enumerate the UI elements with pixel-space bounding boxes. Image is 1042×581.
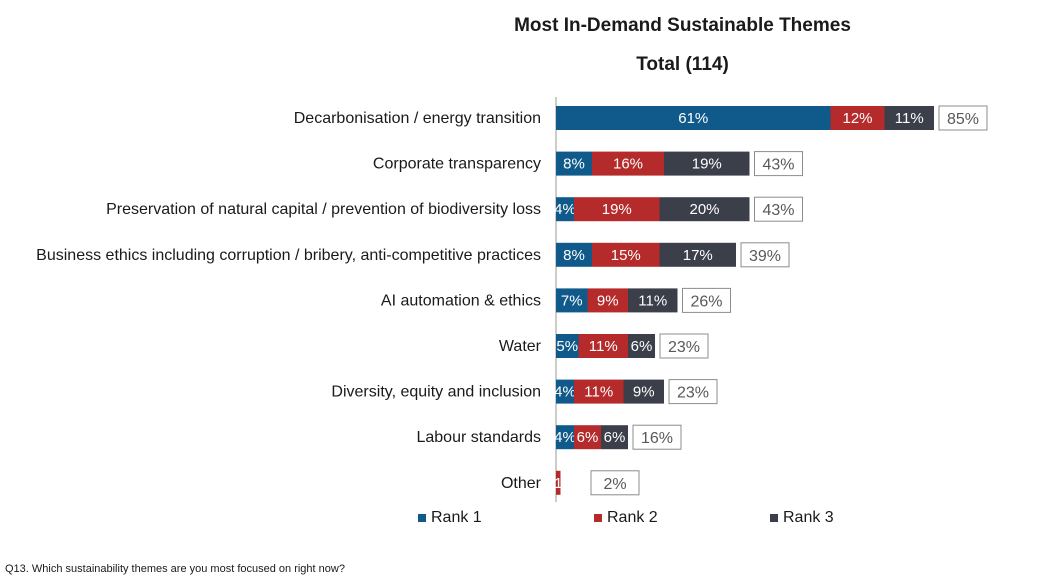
total-label: 23% [677, 385, 709, 402]
data-label-rank-1: 61% [678, 110, 708, 127]
bar-segment-rank-1 [556, 106, 831, 130]
bar-segment-rank-2 [592, 242, 660, 267]
data-label-rank-2: 6% [577, 429, 599, 446]
total-box [682, 287, 731, 313]
bar-segment-rank-2 [830, 106, 885, 130]
bar-segment-rank-3 [628, 334, 655, 358]
bar-segment-rank-2 [574, 197, 660, 222]
total-label: 39% [749, 248, 781, 265]
bar-segment-rank-3 [623, 379, 664, 404]
bar-segment-rank-2 [574, 379, 624, 404]
total-box [740, 242, 790, 268]
legend-label-rank-1: Rank 1 [431, 509, 482, 526]
data-label-rank-3: 6% [631, 338, 653, 355]
data-label-rank-1: 5% [556, 338, 578, 355]
legend-swatch-rank-2 [594, 514, 602, 522]
total-label: 85% [947, 111, 979, 128]
category-label: Corporate transparency [373, 156, 541, 173]
total-box [632, 424, 682, 450]
data-label-rank-2: 1 [554, 475, 562, 492]
data-label-rank-1: 8% [563, 247, 585, 264]
data-label-rank-2: 11% [584, 384, 613, 401]
bar-segment-rank-3 [601, 425, 628, 450]
legend-item-rank-2: Rank 2 [594, 509, 658, 527]
category-label: Water [499, 338, 542, 355]
chart-subtitle: Total (114) [636, 54, 729, 75]
total-label: 16% [641, 430, 673, 447]
data-label-rank-2: 15% [611, 247, 641, 264]
legend-item-rank-3: Rank 3 [770, 509, 834, 527]
data-label-rank-3: 6% [604, 429, 626, 446]
legend-label-rank-3: Rank 3 [783, 509, 834, 526]
bar-segment-rank-3 [659, 242, 736, 267]
bar-segment-rank-3 [659, 197, 750, 222]
bar-segment-rank-1 [556, 334, 579, 358]
bar-segment-rank-3 [628, 288, 678, 313]
data-label-rank-3: 20% [689, 201, 719, 218]
category-label: Labour standards [416, 429, 541, 446]
total-box [938, 105, 988, 131]
category-label: Decarbonisation / energy transition [294, 110, 541, 127]
data-label-rank-1: 4% [554, 429, 576, 446]
data-label-rank-3: 11% [638, 292, 667, 309]
chart-title: Most In-Demand Sustainable Themes [514, 15, 851, 36]
footnote: Q13. Which sustainability themes are you… [5, 563, 345, 575]
bar-segment-rank-1 [556, 288, 588, 313]
bar-segment-rank-1 [556, 197, 574, 222]
bar-segment-rank-2 [574, 425, 601, 450]
data-label-rank-1: 8% [563, 156, 585, 173]
bar-segment-rank-2 [578, 334, 628, 358]
data-label-rank-3: 19% [692, 156, 722, 173]
total-label: 43% [762, 202, 794, 219]
data-label-rank-2: 12% [842, 110, 872, 127]
data-label-rank-3: 9% [633, 384, 655, 401]
total-box [659, 333, 709, 359]
data-label-rank-1: 7% [561, 292, 583, 309]
category-label: Other [501, 475, 542, 492]
category-label: Business ethics including corruption / b… [36, 247, 541, 264]
total-label: 43% [762, 157, 794, 174]
data-label-rank-2: 19% [602, 201, 632, 218]
data-label-rank-2: 9% [597, 292, 619, 309]
bar-segment-rank-1 [556, 379, 574, 404]
bar-segment-rank-1 [556, 151, 592, 176]
total-box [754, 196, 803, 222]
data-label-rank-3: 11% [895, 110, 924, 127]
total-box [754, 151, 803, 177]
category-label: Preservation of natural capital / preven… [106, 201, 541, 218]
legend-item-rank-1: Rank 1 [418, 509, 482, 527]
legend-swatch-rank-1 [418, 514, 426, 522]
total-label: 26% [690, 293, 722, 310]
bar-segment-rank-2 [587, 288, 628, 313]
category-label: AI automation & ethics [381, 292, 541, 309]
bar-segment-rank-1 [556, 242, 592, 267]
legend-swatch-rank-3 [770, 514, 778, 522]
total-box [590, 470, 640, 496]
bar-segment-rank-2 [556, 470, 561, 495]
legend-label-rank-2: Rank 2 [607, 509, 658, 526]
total-label: 2% [603, 476, 626, 493]
bar-segment-rank-3 [664, 151, 750, 176]
category-label: Diversity, equity and inclusion [331, 384, 541, 401]
bar-segment-rank-1 [556, 425, 574, 450]
data-label-rank-2: 11% [589, 338, 618, 355]
total-label: 23% [668, 339, 700, 356]
data-label-rank-1: 4% [554, 384, 576, 401]
bar-segment-rank-2 [592, 151, 664, 176]
data-label-rank-2: 16% [613, 156, 643, 173]
data-label-rank-1: 4% [554, 201, 576, 218]
total-box [668, 379, 718, 405]
data-label-rank-3: 17% [683, 247, 713, 264]
bar-segment-rank-3 [884, 106, 934, 130]
